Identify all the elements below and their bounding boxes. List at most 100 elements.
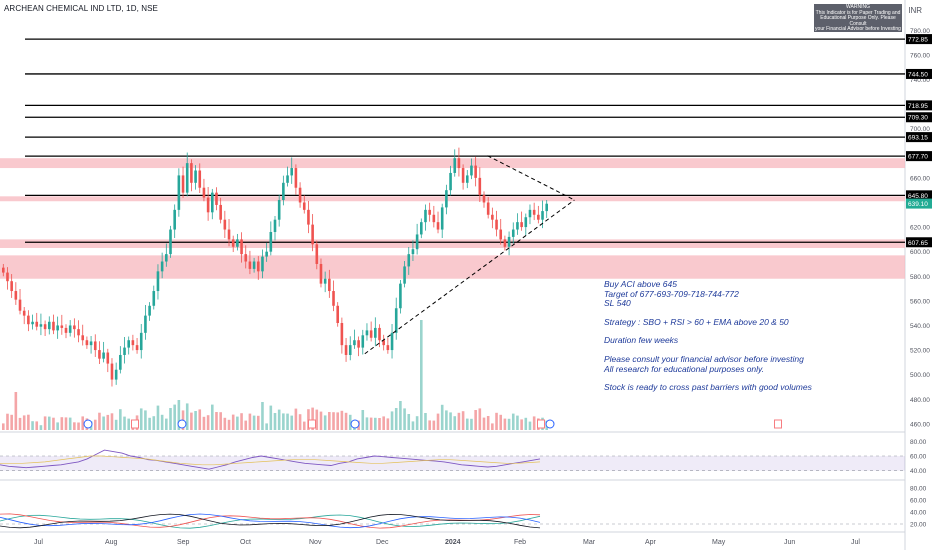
volume-bar	[139, 408, 143, 430]
candle	[144, 315, 147, 333]
time-tick-label: Feb	[514, 539, 526, 546]
note-targets: Target of 677-693-709-718-744-772	[604, 288, 739, 299]
volume-bar	[219, 412, 222, 430]
candle	[511, 229, 515, 237]
price-level-badge	[906, 100, 932, 111]
candle	[411, 249, 415, 255]
candle	[56, 325, 59, 331]
candle	[319, 263, 323, 284]
candle	[64, 327, 68, 333]
earnings-marker	[131, 419, 139, 429]
rsi-tick-label: 40.00	[910, 468, 927, 475]
candle	[119, 354, 122, 370]
lower-tick-label: 60.00	[910, 498, 927, 505]
candle	[474, 165, 477, 178]
candle	[290, 168, 294, 176]
candle	[273, 219, 277, 232]
candle	[415, 234, 419, 250]
time-tick-label: Jul	[851, 539, 860, 546]
candle	[18, 299, 22, 311]
volume-bar	[110, 413, 114, 430]
candle	[465, 175, 469, 183]
volume-bar	[386, 418, 390, 430]
volume-bar	[240, 413, 243, 430]
candle	[165, 254, 168, 262]
volume-bar	[165, 418, 168, 430]
dividend-marker	[545, 419, 555, 429]
note-strategy: Strategy : SBO + RSI > 60 + EMA above 20…	[604, 316, 789, 327]
currency-label[interactable]: INR	[908, 6, 922, 15]
volume-bar	[31, 421, 34, 430]
note-stoploss: SL 540	[604, 298, 631, 309]
volume-bar	[399, 401, 402, 430]
candle	[85, 340, 89, 346]
volume-bar	[248, 413, 252, 430]
volume-bar	[256, 415, 260, 430]
volume-bar	[382, 416, 385, 430]
price-level-badge	[906, 237, 932, 248]
volume-bar	[127, 418, 130, 430]
volume-bar	[457, 412, 461, 430]
volume-bar	[486, 416, 490, 430]
price-level-label: 718.95	[908, 103, 928, 110]
candle	[156, 271, 160, 292]
volume-bar	[223, 417, 227, 430]
volume-bar	[14, 392, 18, 430]
candle	[77, 329, 80, 336]
price-tick-label: 620.00	[910, 225, 930, 232]
candle	[160, 261, 164, 272]
volume-bar	[524, 417, 528, 430]
candle	[386, 345, 390, 351]
candle	[190, 163, 193, 183]
supply-demand-zone	[0, 255, 905, 279]
volume-bar	[503, 418, 507, 430]
candle	[432, 214, 436, 223]
volume-bar	[169, 408, 172, 430]
volume-bar	[198, 409, 202, 430]
price-tick-label: 520.00	[910, 348, 930, 355]
volume-bar	[415, 416, 419, 430]
price-tick-label: 500.00	[910, 372, 930, 379]
earnings-marker	[537, 419, 545, 429]
candle	[194, 170, 197, 183]
volume-bar	[302, 421, 306, 430]
volume-bar	[495, 412, 498, 430]
earnings-marker	[308, 419, 316, 429]
candle	[110, 363, 114, 380]
price-tick-label: 560.00	[910, 298, 930, 305]
rsi-line	[0, 449, 541, 470]
candle	[394, 308, 398, 333]
volume-bar	[323, 415, 327, 430]
lower-indicator-line	[0, 513, 541, 529]
volume-bar	[482, 417, 486, 430]
candle	[14, 291, 18, 300]
volume-bar	[328, 412, 331, 430]
candle	[516, 222, 519, 230]
candle	[244, 254, 248, 262]
candle	[528, 209, 532, 218]
supply-demand-zone	[0, 239, 905, 248]
volume-bar	[2, 423, 5, 430]
price-tick-label: 600.00	[910, 249, 930, 256]
candle	[374, 327, 377, 338]
price-level-label: 607.65	[908, 240, 928, 247]
candle	[298, 187, 302, 203]
candle	[403, 266, 406, 284]
volume-bar	[35, 421, 39, 430]
candle	[348, 345, 352, 355]
candle	[47, 321, 51, 330]
candle	[323, 278, 327, 284]
time-tick-label: May	[712, 539, 726, 546]
candle	[470, 165, 473, 176]
volume-bar	[432, 420, 436, 430]
lower-indicator-line	[0, 513, 541, 529]
candle	[294, 168, 298, 188]
volume-bar	[177, 400, 181, 430]
volume-bar	[123, 416, 126, 430]
price-level-label: 772.85	[908, 37, 928, 44]
candle	[524, 217, 528, 228]
lower-tick-label: 80.00	[910, 486, 927, 493]
volume-bar	[428, 420, 431, 430]
price-tick-label: 580.00	[910, 274, 930, 281]
